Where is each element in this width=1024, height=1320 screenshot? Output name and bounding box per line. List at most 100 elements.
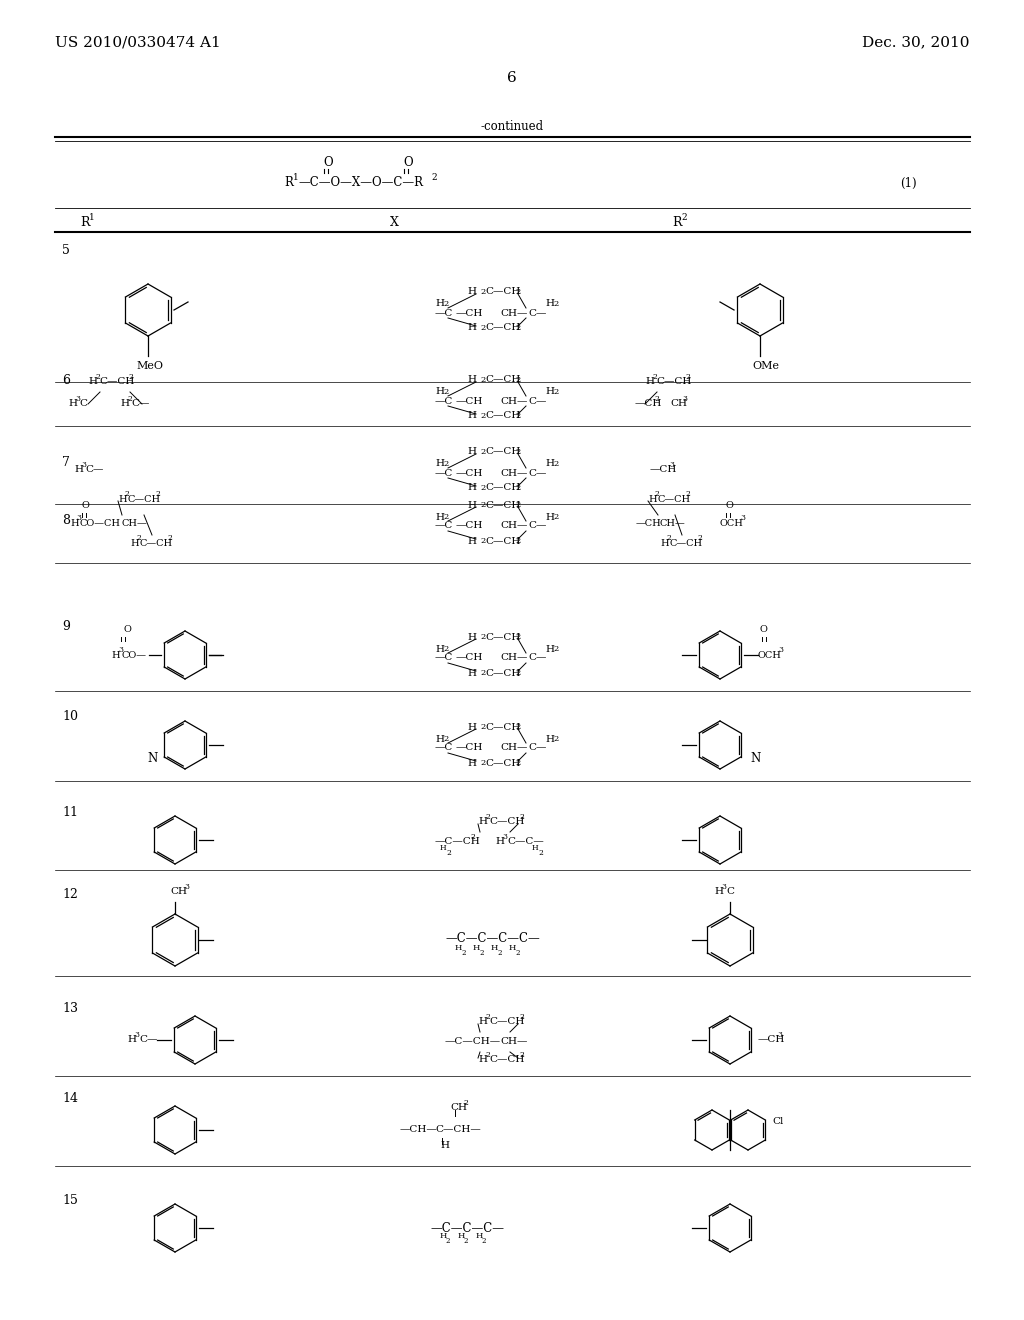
Text: —C: —C: [435, 309, 454, 318]
Text: C—CH: C—CH: [485, 412, 520, 421]
Text: 3: 3: [81, 461, 86, 469]
Text: —CH: —CH: [456, 521, 483, 531]
Text: H: H: [495, 837, 504, 846]
Text: —C—C—C—: —C—C—C—: [430, 1221, 504, 1234]
Text: Dec. 30, 2010: Dec. 30, 2010: [862, 36, 970, 49]
Text: 2: 2: [519, 1012, 524, 1020]
Text: C—CH: C—CH: [485, 375, 520, 384]
Text: 2: 2: [515, 484, 520, 492]
Text: C—CH: C—CH: [670, 539, 703, 548]
Text: 2: 2: [519, 813, 524, 821]
Text: 2: 2: [463, 1100, 468, 1107]
Text: 2: 2: [124, 490, 129, 498]
Text: CH: CH: [450, 1104, 467, 1113]
Text: C—: C—: [528, 743, 547, 752]
Text: US 2010/0330474 A1: US 2010/0330474 A1: [55, 36, 221, 49]
Text: 2: 2: [553, 388, 558, 396]
Text: CH—: CH—: [500, 653, 527, 663]
Text: 2: 2: [515, 759, 520, 767]
Text: 2: 2: [464, 1237, 469, 1245]
Text: 2: 2: [443, 300, 449, 308]
Text: 2: 2: [652, 374, 656, 381]
Text: O: O: [123, 624, 131, 634]
Text: C—: C—: [528, 309, 547, 318]
Text: —C: —C: [435, 743, 454, 752]
Text: 2: 2: [515, 537, 520, 545]
Text: C—CH: C—CH: [485, 323, 520, 333]
Text: C—: C—: [131, 400, 150, 408]
Text: 5: 5: [62, 243, 70, 256]
Text: C—: C—: [528, 396, 547, 405]
Text: OCH: OCH: [720, 519, 743, 528]
Text: H: H: [111, 651, 120, 660]
Text: 15: 15: [62, 1193, 78, 1206]
Text: H: H: [467, 632, 476, 642]
Text: H: H: [467, 375, 476, 384]
Text: X: X: [390, 215, 399, 228]
Text: C—CH: C—CH: [485, 668, 520, 677]
Text: 2: 2: [431, 173, 436, 182]
Text: 2: 2: [480, 412, 485, 420]
Text: (1): (1): [900, 177, 916, 190]
Text: 2: 2: [480, 723, 485, 731]
Text: CH—: CH—: [500, 469, 527, 478]
Text: 2: 2: [553, 645, 558, 653]
Text: C—: C—: [528, 521, 547, 531]
Text: 2: 2: [480, 537, 485, 545]
Text: H: H: [435, 388, 444, 396]
Text: 2: 2: [497, 949, 502, 957]
Text: H: H: [545, 734, 554, 743]
Text: H: H: [545, 644, 554, 653]
Text: 2: 2: [443, 388, 449, 396]
Text: 2: 2: [515, 669, 520, 677]
Text: H: H: [435, 644, 444, 653]
Text: 2: 2: [480, 634, 485, 642]
Text: 2: 2: [519, 1051, 524, 1059]
Text: —CH: —CH: [650, 466, 677, 474]
Text: 2: 2: [446, 1237, 451, 1245]
Text: H: H: [467, 536, 476, 545]
Text: C: C: [79, 400, 87, 408]
Text: H: H: [467, 483, 476, 492]
Text: R: R: [672, 215, 682, 228]
Text: —CH: —CH: [635, 400, 663, 408]
Text: H: H: [490, 944, 499, 952]
Text: —C: —C: [435, 469, 454, 478]
Text: O: O: [726, 500, 734, 510]
Text: —CH: —CH: [456, 653, 483, 663]
Text: MeO: MeO: [136, 360, 163, 371]
Text: C—CH: C—CH: [485, 536, 520, 545]
Text: 2: 2: [443, 645, 449, 653]
Text: —C: —C: [435, 396, 454, 405]
Text: 2: 2: [685, 490, 690, 498]
Text: C—CH: C—CH: [489, 1018, 524, 1027]
Text: OMe: OMe: [752, 360, 779, 371]
Text: 2: 2: [515, 288, 520, 296]
Text: H: H: [127, 1035, 136, 1044]
Text: 8: 8: [62, 513, 70, 527]
Text: O: O: [403, 157, 413, 169]
Text: H: H: [435, 459, 444, 469]
Text: 2: 2: [685, 374, 690, 381]
Text: 2: 2: [443, 513, 449, 521]
Text: H: H: [467, 288, 476, 297]
Text: C—: C—: [528, 469, 547, 478]
Text: CH: CH: [170, 887, 187, 896]
Text: 3: 3: [778, 645, 783, 653]
Text: H: H: [545, 512, 554, 521]
Text: 2: 2: [136, 535, 141, 543]
Text: 2: 2: [553, 300, 558, 308]
Text: 3: 3: [669, 461, 674, 469]
Text: 2: 2: [553, 735, 558, 743]
Text: C—CH: C—CH: [658, 495, 691, 503]
Text: —CH: —CH: [758, 1035, 785, 1044]
Text: 11: 11: [62, 805, 78, 818]
Text: 2: 2: [515, 323, 520, 333]
Text: 3: 3: [134, 1031, 139, 1039]
Text: H: H: [545, 388, 554, 396]
Text: 2: 2: [485, 1051, 489, 1059]
Text: H: H: [478, 1056, 487, 1064]
Text: CO—CH: CO—CH: [80, 519, 121, 528]
Text: CH—: CH—: [500, 309, 527, 318]
Text: O: O: [760, 624, 768, 634]
